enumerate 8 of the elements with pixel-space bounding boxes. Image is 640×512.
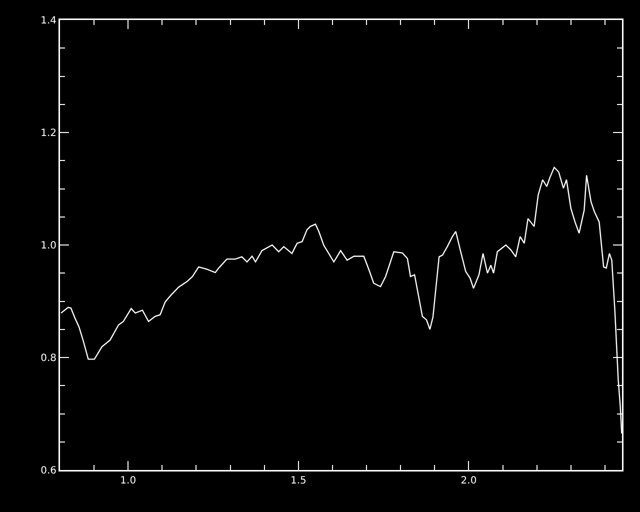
y-tick-label: 1.4 (40, 16, 56, 26)
x-tick-label: 2.0 (460, 476, 477, 486)
x-tick-label: 1.0 (120, 476, 136, 486)
y-tick-label: 0.6 (40, 466, 56, 476)
x-tick-label: 1.5 (290, 476, 306, 486)
y-tick-label: 1.0 (40, 240, 56, 252)
y-tick-label: 1.2 (40, 128, 56, 139)
y-tick-label: 0.8 (40, 353, 56, 364)
